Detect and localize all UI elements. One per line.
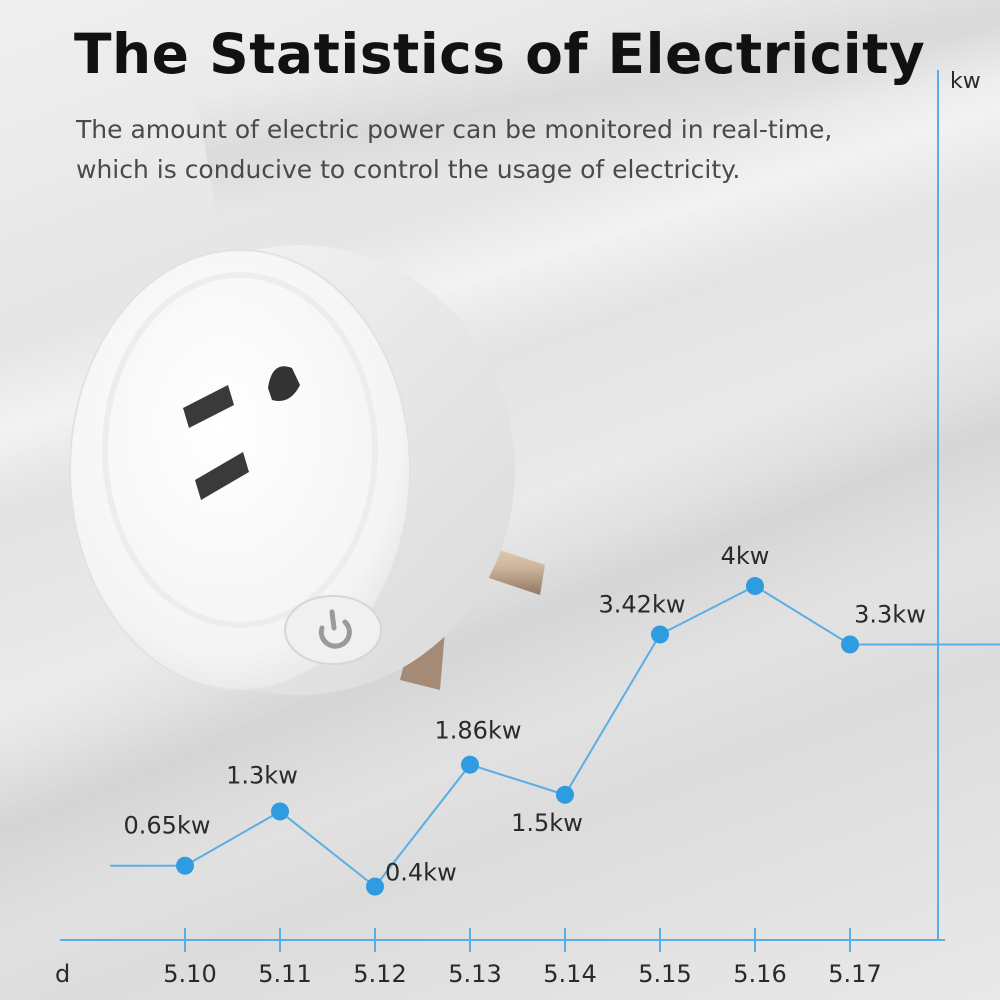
power-button-icon: [284, 595, 382, 665]
x-axis-label: d: [55, 960, 70, 988]
data-label: 3.3kw: [854, 600, 926, 628]
data-point: [176, 856, 194, 875]
data-label: 1.3kw: [226, 761, 298, 789]
chart-axes: d kw: [55, 69, 981, 988]
subtitle-line-2: which is conducive to control the usage …: [76, 155, 741, 184]
x-tick-label: 5.13: [448, 960, 501, 988]
socket-holes: [183, 366, 300, 500]
data-point: [651, 625, 669, 644]
data-label: 0.65kw: [124, 812, 211, 840]
data-point: [366, 877, 384, 896]
data-point: [461, 755, 479, 774]
x-tick-label: 5.10: [163, 960, 216, 988]
data-label: 1.5kw: [511, 809, 583, 837]
data-point: [841, 635, 859, 654]
subtitle-line-1: The amount of electric power can be moni…: [76, 115, 833, 144]
data-label: 4kw: [721, 542, 770, 570]
y-axis-label: kw: [950, 69, 981, 94]
series-line: [184, 584, 851, 889]
page-subtitle: The amount of electric power can be moni…: [76, 110, 936, 190]
data-point: [746, 577, 764, 596]
data-label: 3.42kw: [599, 590, 686, 618]
data-point: [271, 802, 289, 821]
page-title: The Statistics of Electricity: [74, 22, 926, 86]
data-label: 1.86kw: [435, 717, 522, 745]
x-tick-label: 5.12: [353, 960, 406, 988]
x-tick-label: 5.14: [543, 960, 596, 988]
data-point: [556, 785, 574, 804]
data-label: 0.4kw: [385, 859, 457, 887]
x-tick-label: 5.11: [258, 960, 311, 988]
x-tick-label: 5.17: [828, 960, 881, 988]
x-tick-label: 5.15: [638, 960, 691, 988]
x-tick-label: 5.16: [733, 960, 786, 988]
